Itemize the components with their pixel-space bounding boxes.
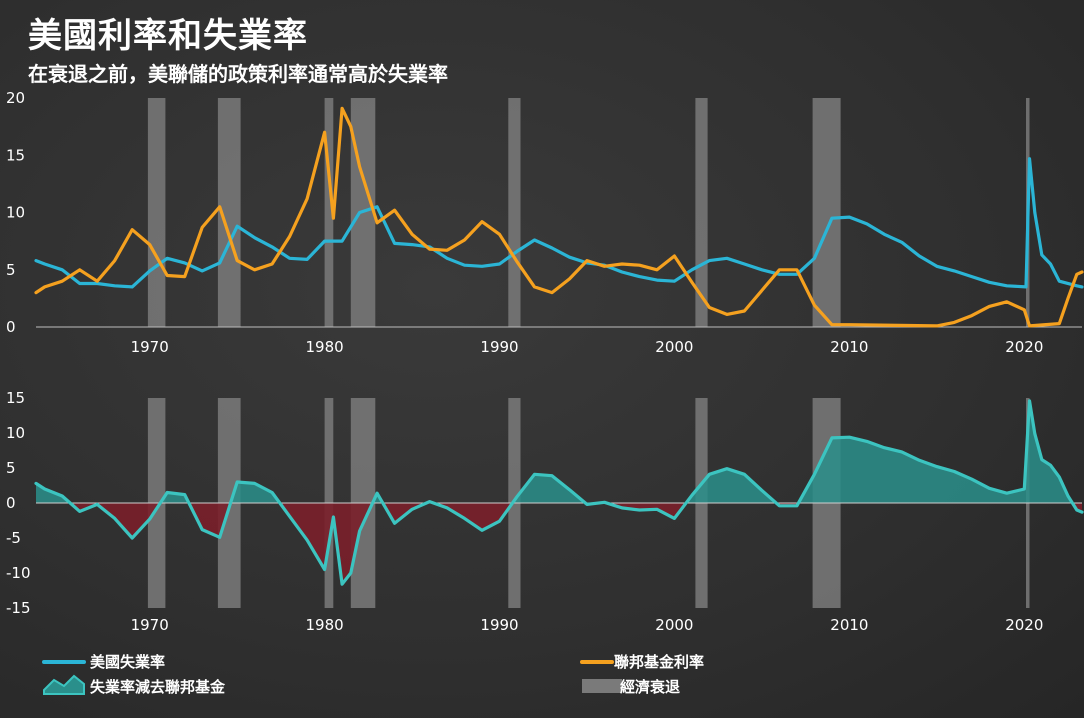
y-tick-label: 10 [6, 424, 25, 442]
legend-label-spread: 失業率減去聯邦基金 [90, 678, 226, 696]
y-tick-label: 5 [6, 459, 16, 477]
x-tick-label: 1970 [131, 338, 169, 356]
legend-label-fed-funds: 聯邦基金利率 [614, 653, 704, 671]
y-tick-label: 5 [6, 261, 16, 279]
series-line-spread [34, 399, 1084, 586]
recession-band [147, 98, 166, 327]
y-tick-label: -15 [6, 599, 31, 617]
spread-area-negative [36, 503, 1082, 585]
series-line-unemployment [34, 157, 1084, 289]
legend-swatch-recession [582, 679, 622, 693]
y-tick-label: 0 [6, 318, 16, 336]
recession-band [217, 98, 241, 327]
y-tick-label: 15 [6, 146, 25, 164]
legend-label-unemployment: 美國失業率 [90, 653, 165, 671]
chart-subtitle: 在衰退之前，美聯儲的政策利率通常高於失業率 [28, 62, 448, 86]
y-tick-label: 10 [6, 204, 25, 222]
x-tick-label: 2010 [830, 338, 868, 356]
y-tick-label: 20 [6, 89, 25, 107]
y-tick-label: 15 [6, 389, 25, 407]
recession-band [812, 98, 841, 327]
x-tick-label: 2010 [830, 616, 868, 634]
x-tick-label: 2020 [1005, 338, 1043, 356]
x-tick-label: 1980 [306, 338, 344, 356]
series-line-fed-funds [34, 106, 1084, 328]
y-tick-label: -5 [6, 529, 21, 547]
x-tick-label: 1990 [480, 616, 518, 634]
chart-title: 美國利率和失業率 [28, 16, 308, 56]
x-tick-label: 1970 [131, 616, 169, 634]
x-tick-label: 2000 [655, 616, 693, 634]
legend-swatch-spread [43, 674, 85, 695]
legend: 美國失業率 失業率減去聯邦基金 聯邦基金利率 經濟衰退 [42, 653, 704, 696]
bottom-chart-panel: 15 10 5 0 -5 -10 -15 1970 1980 1990 2000 2010 2020 [6, 389, 1084, 634]
recession-band [695, 98, 708, 327]
x-tick-label: 1990 [480, 338, 518, 356]
legend-label-recession: 經濟衰退 [620, 678, 680, 696]
spread-area-positive [36, 400, 1082, 503]
x-tick-label: 1980 [306, 616, 344, 634]
top-chart-panel: 0 5 10 15 20 1970 1980 1990 2000 2010 2020 [6, 89, 1084, 356]
recession-band [324, 98, 334, 327]
recession-band [508, 98, 521, 327]
x-tick-label: 2000 [655, 338, 693, 356]
y-tick-label: -10 [6, 564, 31, 582]
y-tick-label: 0 [6, 494, 16, 512]
x-tick-label: 2020 [1005, 616, 1043, 634]
